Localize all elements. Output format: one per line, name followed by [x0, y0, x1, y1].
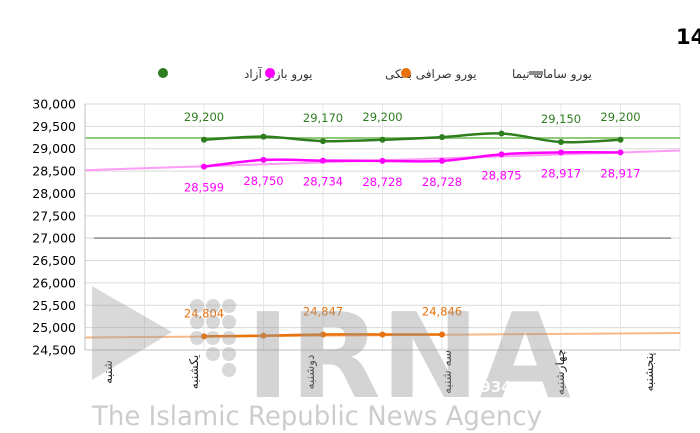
data-label: 29,150 — [541, 112, 581, 126]
series-point — [558, 149, 564, 156]
series-point — [320, 331, 326, 338]
data-label: 28,750 — [243, 174, 283, 188]
data-label: 24,847 — [303, 304, 343, 318]
legend-marker-reference-line — [529, 71, 543, 75]
data-label: 28,728 — [422, 175, 462, 189]
series-point — [498, 130, 505, 137]
data-label: 28,734 — [303, 175, 343, 189]
legend-item-free-market: یورو بازار آزاد — [158, 66, 312, 82]
series-line — [203, 132, 621, 144]
axis-layer: 30,000 29,500 29,000 28,500 28,000 27,500 27,0… — [32, 97, 680, 395]
watermark-year: 1934 — [470, 378, 512, 396]
data-label: 28,728 — [362, 175, 402, 189]
y-tick-label: 28,000 — [32, 186, 76, 201]
data-label: 29,170 — [303, 111, 343, 125]
watermark-logo-text: IRNA — [246, 287, 571, 425]
series-point — [617, 136, 624, 143]
y-tick-label: 30,000 — [32, 97, 76, 112]
x-category-label: پنجشنبه — [642, 352, 656, 391]
series-point — [201, 136, 207, 143]
y-tick-label: 26,500 — [32, 253, 76, 268]
series-point — [617, 149, 624, 156]
data-label: 24,846 — [422, 305, 462, 319]
legend: یورو بازار آزاد یورو صرافی بانکی یورو سا… — [158, 66, 592, 82]
data-label: 24,804 — [184, 306, 224, 320]
y-tick-label: 25,000 — [32, 320, 76, 335]
legend-item-nima: یورو سامانه نیما — [401, 67, 592, 82]
data-label: 29,200 — [362, 110, 402, 124]
legend-label-bank-exchange: یورو صرافی بانکی — [385, 67, 477, 82]
y-tick-label: 28,500 — [32, 164, 76, 179]
series-point — [260, 156, 267, 163]
chart-title: نرخ یورو - از 15 تا 21 خرداد 1400 — [676, 25, 700, 49]
series-point — [439, 134, 445, 141]
data-label: 29,200 — [600, 110, 640, 124]
irna-logo-icon — [92, 286, 236, 380]
series-point — [201, 163, 207, 170]
y-tick-label: 26,000 — [32, 275, 76, 290]
x-category-label: سه شنبه — [440, 350, 454, 394]
data-label: 28,599 — [184, 181, 224, 195]
legend-item-reference-line — [529, 71, 543, 75]
series-point — [498, 151, 505, 158]
series-point — [379, 136, 386, 143]
y-tick-label: 27,000 — [32, 231, 76, 246]
series-line — [203, 151, 621, 168]
y-tick-label: 29,000 — [32, 141, 76, 156]
data-label: 29,200 — [184, 110, 224, 124]
legend-marker-nima — [401, 68, 411, 78]
legend-marker-free-market — [158, 68, 168, 78]
series-point — [558, 139, 564, 146]
series-layer — [93, 130, 672, 340]
x-category-label: چهارشنبه — [553, 349, 568, 395]
series-point — [379, 331, 386, 338]
y-tick-label: 27,500 — [32, 208, 76, 223]
legend-marker-bank-exchange — [265, 68, 275, 78]
series-point — [439, 331, 445, 338]
y-tick-label: 29,500 — [32, 119, 76, 134]
x-category-label: دوشنبه — [303, 355, 318, 390]
data-label-layer: 29,200 29,170 29,200 29,150 29,200 28,599 28,7… — [184, 110, 641, 321]
series-point — [260, 332, 267, 339]
data-label: 28,917 — [600, 166, 640, 180]
series-point — [320, 138, 326, 145]
series-point — [320, 157, 326, 164]
x-category-label: یکشنبه — [187, 355, 201, 389]
legend-label-free-market: یورو بازار آزاد — [244, 66, 312, 82]
series-point — [439, 157, 445, 164]
data-label: 28,875 — [481, 168, 521, 182]
y-tick-label: 25,500 — [32, 298, 76, 313]
x-category-label: شنبه — [101, 360, 115, 384]
data-label: 28,917 — [541, 166, 581, 180]
watermark-subtitle: The Islamic Republic News Agency — [91, 401, 542, 432]
y-tick-label: 24,500 — [32, 343, 76, 358]
series-point — [201, 333, 207, 340]
series-point — [260, 133, 267, 140]
series-point — [379, 157, 386, 164]
legend-label-nima: یورو سامانه نیما — [512, 67, 592, 82]
irna-watermark: IRNA 1934 The Islamic Republic News Agen… — [91, 286, 571, 432]
